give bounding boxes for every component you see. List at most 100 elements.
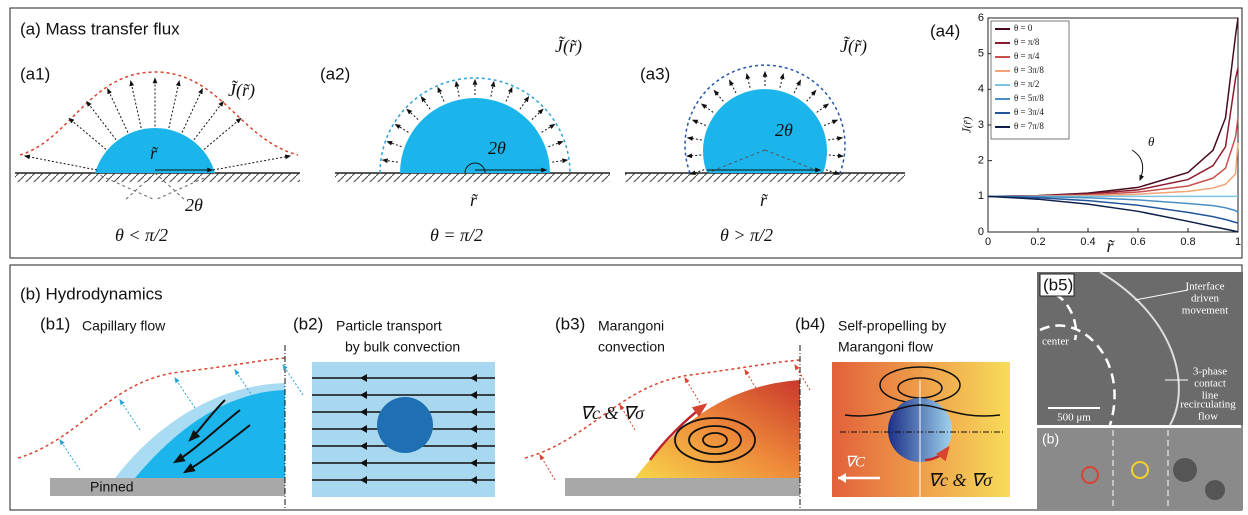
angle-label: 2θ xyxy=(775,120,793,140)
flux-arrow xyxy=(687,155,701,156)
annotation: movement xyxy=(1182,305,1228,317)
bubble xyxy=(1205,480,1225,500)
subpanel-label: (b1) xyxy=(40,314,70,333)
flux-arrow xyxy=(175,378,195,408)
y-axis-label: J̃(r̃) xyxy=(961,116,974,133)
flux-arrow xyxy=(794,81,800,93)
subpanel-label: (b5) xyxy=(1043,275,1073,294)
legend-label: θ = 0 xyxy=(1014,23,1033,33)
flux-arrow xyxy=(204,119,241,150)
flux-arrow xyxy=(213,156,290,170)
y-tick-label: 4 xyxy=(978,83,984,95)
x-tick-label: 0.4 xyxy=(1080,236,1095,248)
bubble xyxy=(1173,458,1197,482)
flux-arrow xyxy=(283,365,303,395)
legend-label: θ = 5π/8 xyxy=(1014,93,1044,103)
panel-b-title: (b) Hydrodynamics xyxy=(20,284,163,303)
radius-label: r̃ xyxy=(470,190,479,210)
flux-arrow xyxy=(182,89,202,133)
y-tick-label: 3 xyxy=(978,119,984,131)
flux-arrow xyxy=(421,97,430,109)
angle-label: 2θ xyxy=(185,195,203,215)
annotation: 3-phase xyxy=(1193,366,1227,378)
subpanel-label: (a1) xyxy=(20,64,50,83)
external-label: ∇C xyxy=(845,454,866,470)
flux-arrow xyxy=(407,109,418,119)
flux-arrow xyxy=(542,125,555,133)
flux-arrow xyxy=(60,440,80,470)
condition-label: θ < π/2 xyxy=(115,225,168,245)
gradient-label: ∇c & ∇σ xyxy=(580,403,645,423)
droplet xyxy=(400,98,550,173)
subpanel-label: (b4) xyxy=(795,314,825,333)
annotation: flow xyxy=(1198,411,1218,423)
subpanel-label: (b2) xyxy=(293,314,323,333)
legend-label: θ = 3π/8 xyxy=(1014,65,1044,75)
scale-label: 500 μm xyxy=(1057,412,1091,424)
subpanel-label: (a3) xyxy=(640,64,670,83)
flux-arrow xyxy=(120,400,140,430)
annotation: center xyxy=(1042,336,1069,348)
droplet xyxy=(703,89,827,173)
flux-arrow xyxy=(552,160,567,162)
caption: by bulk convection xyxy=(345,339,460,355)
subpanel-label: (a2) xyxy=(320,64,350,83)
particle xyxy=(377,397,433,453)
radius-label: r̃ xyxy=(760,190,769,210)
y-tick-label: 0 xyxy=(978,226,984,238)
substrate-label: Pinned xyxy=(90,479,134,495)
flux-arrow xyxy=(693,120,706,125)
legend-label: θ = 3π/4 xyxy=(1014,107,1044,117)
annotation: driven xyxy=(1191,293,1220,305)
flux-arrow xyxy=(730,81,736,93)
flux-arrow xyxy=(685,378,700,403)
annotation: Interface xyxy=(1185,281,1224,293)
flux-arrow xyxy=(747,74,750,88)
flux-arrow xyxy=(131,81,141,128)
y-tick-label: 6 xyxy=(978,12,984,24)
panel-a-title: (a) Mass transfer flux xyxy=(20,19,180,38)
flux-arrow xyxy=(780,74,783,88)
substrate xyxy=(335,173,610,182)
flux-arrow xyxy=(506,88,512,102)
annotation: θ xyxy=(1148,134,1155,149)
flux-arrow xyxy=(25,156,97,170)
legend-label: θ = π/4 xyxy=(1014,51,1040,61)
caption: Marangoni xyxy=(598,318,664,334)
flux-arrow xyxy=(688,138,702,140)
flux-arrow xyxy=(828,138,842,140)
flux-arrow xyxy=(807,91,816,102)
flux-arrow xyxy=(69,119,106,150)
x-tick-label: 1 xyxy=(1235,236,1241,248)
x-tick-label: 0.8 xyxy=(1180,236,1195,248)
flux-arrow xyxy=(520,97,529,109)
flux-arrow xyxy=(438,88,444,102)
droplet xyxy=(635,380,800,478)
substrate xyxy=(625,173,905,182)
flux-arrow xyxy=(714,91,723,102)
substrate xyxy=(15,173,300,182)
caption: Marangoni flow xyxy=(838,339,934,355)
figure: (a) Mass transfer flux (a1) J̃(r̃) r̃ 2θ… xyxy=(0,0,1248,515)
angle-label: 2θ xyxy=(488,138,506,158)
flux-arrow xyxy=(456,82,459,97)
flux-label: J̃(r̃) xyxy=(555,36,582,57)
condition-label: θ = π/2 xyxy=(430,225,483,245)
substrate xyxy=(50,478,285,496)
subpanel-label: (a4) xyxy=(930,21,960,40)
flux-arrow xyxy=(532,109,543,119)
inset-label: (b) xyxy=(1042,431,1059,447)
annotation: contact xyxy=(1194,378,1226,390)
legend-label: θ = π/2 xyxy=(1014,79,1039,89)
annotation: recirculating xyxy=(1180,399,1236,411)
x-tick-label: 0.6 xyxy=(1130,236,1145,248)
flux-arrow xyxy=(548,142,562,147)
legend-label: θ = π/8 xyxy=(1014,37,1040,47)
flux-arrow xyxy=(108,89,128,133)
flux-arrow xyxy=(383,160,398,162)
flux-arrow xyxy=(540,455,555,480)
condition-label: θ > π/2 xyxy=(720,225,773,245)
flux-arrow xyxy=(817,104,828,112)
x-tick-label: 0 xyxy=(985,236,991,248)
